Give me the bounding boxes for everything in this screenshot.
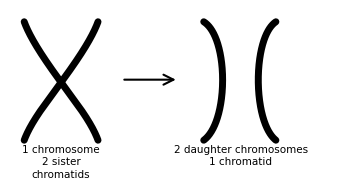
- Text: 1 chromosome
2 sister
chromatids: 1 chromosome 2 sister chromatids: [22, 145, 100, 180]
- Text: 2 daughter chromosomes
1 chromatid: 2 daughter chromosomes 1 chromatid: [174, 145, 308, 167]
